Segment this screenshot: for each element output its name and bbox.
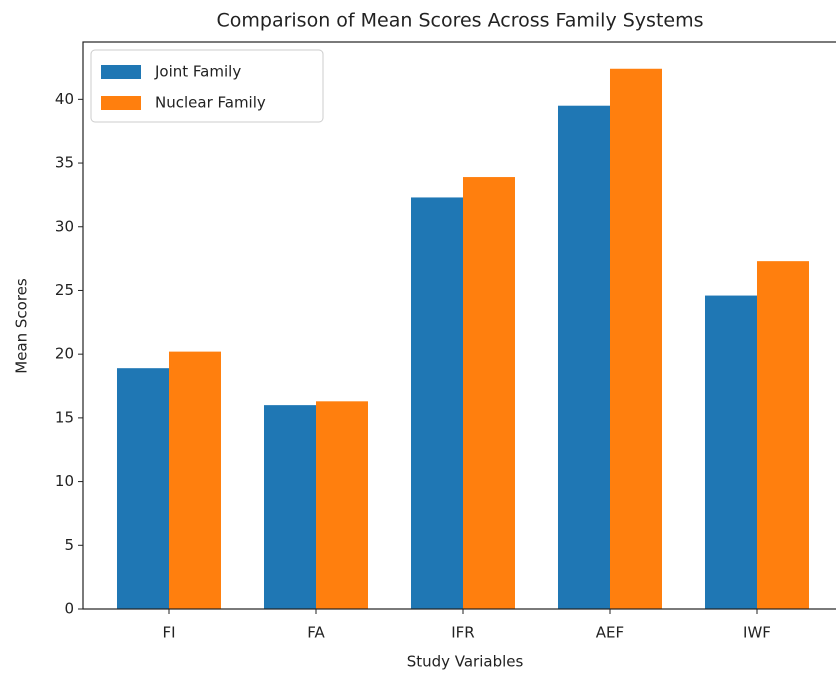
x-tick-label: AEF (596, 624, 624, 642)
x-tick-label: IFR (451, 624, 474, 642)
x-tick-label: FA (307, 624, 325, 642)
y-axis-label: Mean Scores (13, 278, 31, 374)
bar (462, 177, 515, 609)
bar (410, 197, 463, 609)
bar (116, 368, 169, 609)
bar (315, 401, 368, 609)
y-tick-label: 20 (55, 345, 74, 363)
bar (168, 351, 221, 609)
y-tick-label: 35 (55, 154, 74, 172)
legend-label: Nuclear Family (155, 94, 266, 112)
y-tick-label: 10 (55, 472, 74, 490)
bar (704, 295, 757, 609)
chart-title: Comparison of Mean Scores Across Family … (216, 10, 703, 32)
legend-swatch (101, 65, 141, 79)
bar (609, 68, 662, 609)
bar (263, 405, 316, 609)
y-tick-label: 30 (55, 217, 74, 235)
bar (756, 261, 809, 609)
x-axis-label: Study Variables (407, 653, 524, 671)
plot-frame (82, 41, 836, 610)
y-tick-label: 15 (55, 408, 74, 426)
y-tick-label: 25 (55, 281, 74, 299)
x-tick-label: IWF (743, 624, 771, 642)
legend-label: Joint Family (154, 63, 241, 81)
y-tick-label: 0 (64, 600, 74, 618)
y-tick-label: 40 (55, 90, 74, 108)
legend-box (90, 49, 324, 123)
x-tick-label: FI (162, 624, 175, 642)
legend-swatch (101, 96, 141, 110)
bar (557, 105, 610, 610)
y-tick-label: 5 (64, 536, 74, 554)
